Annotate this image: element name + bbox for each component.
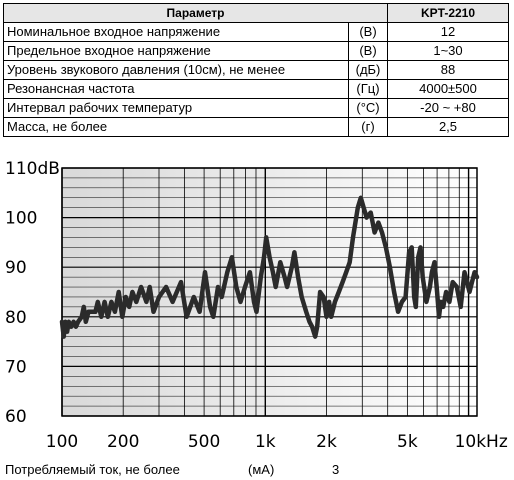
table-row: Масса, не более (г) 2,5 [3, 117, 509, 137]
y-tick-labels: 110dB 100 90 80 70 60 [5, 159, 60, 427]
x-tick-label: 2k [316, 432, 337, 452]
x-tick-label: 5k [397, 432, 418, 452]
y-tick-label: 100 [5, 209, 37, 229]
y-tick-label: 80 [5, 308, 27, 328]
row-unit: (г) [348, 117, 388, 137]
row-unit: (дБ) [348, 60, 388, 80]
row-value: 1~30 [387, 41, 509, 61]
table-row: Уровень звукового давления (10см), не ме… [3, 60, 509, 80]
current-label: Потребляемый ток, не более [5, 462, 180, 477]
row-param: Интервал рабочих температур [3, 98, 349, 118]
row-unit: (В) [348, 41, 388, 61]
current-value: 3 [332, 462, 340, 477]
y-tick-label: 70 [5, 357, 27, 377]
x-tick-label: 200 [107, 432, 139, 452]
row-value: 88 [387, 60, 509, 80]
table-row: Резонансная частота (Гц) 4000±500 [3, 79, 509, 99]
spec-table: Параметр KPT-2210 Номинальное входное на… [3, 3, 509, 137]
table-row: Номинальное входное напряжение (В) 12 [3, 22, 509, 42]
x-tick-labels: 100 200 500 1k 2k 5k 10kHz [46, 432, 508, 452]
row-unit: (В) [348, 22, 388, 42]
row-param: Масса, не более [3, 117, 349, 137]
x-tick-label: 10kHz [455, 432, 508, 452]
table-row: Предельное входное напряжение (В) 1~30 [3, 41, 509, 61]
current-unit: (мА) [248, 462, 275, 477]
header-model: KPT-2210 [387, 3, 509, 23]
row-value: 4000±500 [387, 79, 509, 99]
y-tick-label: 60 [5, 407, 27, 427]
row-param: Предельное входное напряжение [3, 41, 349, 61]
y-tick-label: 110dB [5, 159, 60, 179]
row-value: -20 ~ +80 [387, 98, 509, 118]
spec-table-header: Параметр KPT-2210 [3, 3, 509, 23]
row-value: 2,5 [387, 117, 509, 137]
frequency-response-chart: 110dB 100 90 80 70 60 100 200 500 1k 2k 5k 10kHz [5, 159, 508, 452]
x-tick-label: 1k [255, 432, 276, 452]
table-row: Интервал рабочих температур (°C) -20 ~ +… [3, 98, 509, 118]
row-unit: (Гц) [348, 79, 388, 99]
chart-series [59, 195, 480, 339]
row-value: 12 [387, 22, 509, 42]
row-unit: (°C) [348, 98, 388, 118]
row-param: Уровень звукового давления (10см), не ме… [3, 60, 349, 80]
x-tick-label: 500 [188, 432, 220, 452]
row-param: Номинальное входное напряжение [3, 22, 349, 42]
header-param: Параметр [3, 3, 388, 23]
response-curve [59, 195, 480, 339]
row-param: Резонансная частота [3, 79, 349, 99]
x-tick-label: 100 [46, 432, 78, 452]
y-tick-label: 90 [5, 258, 27, 278]
